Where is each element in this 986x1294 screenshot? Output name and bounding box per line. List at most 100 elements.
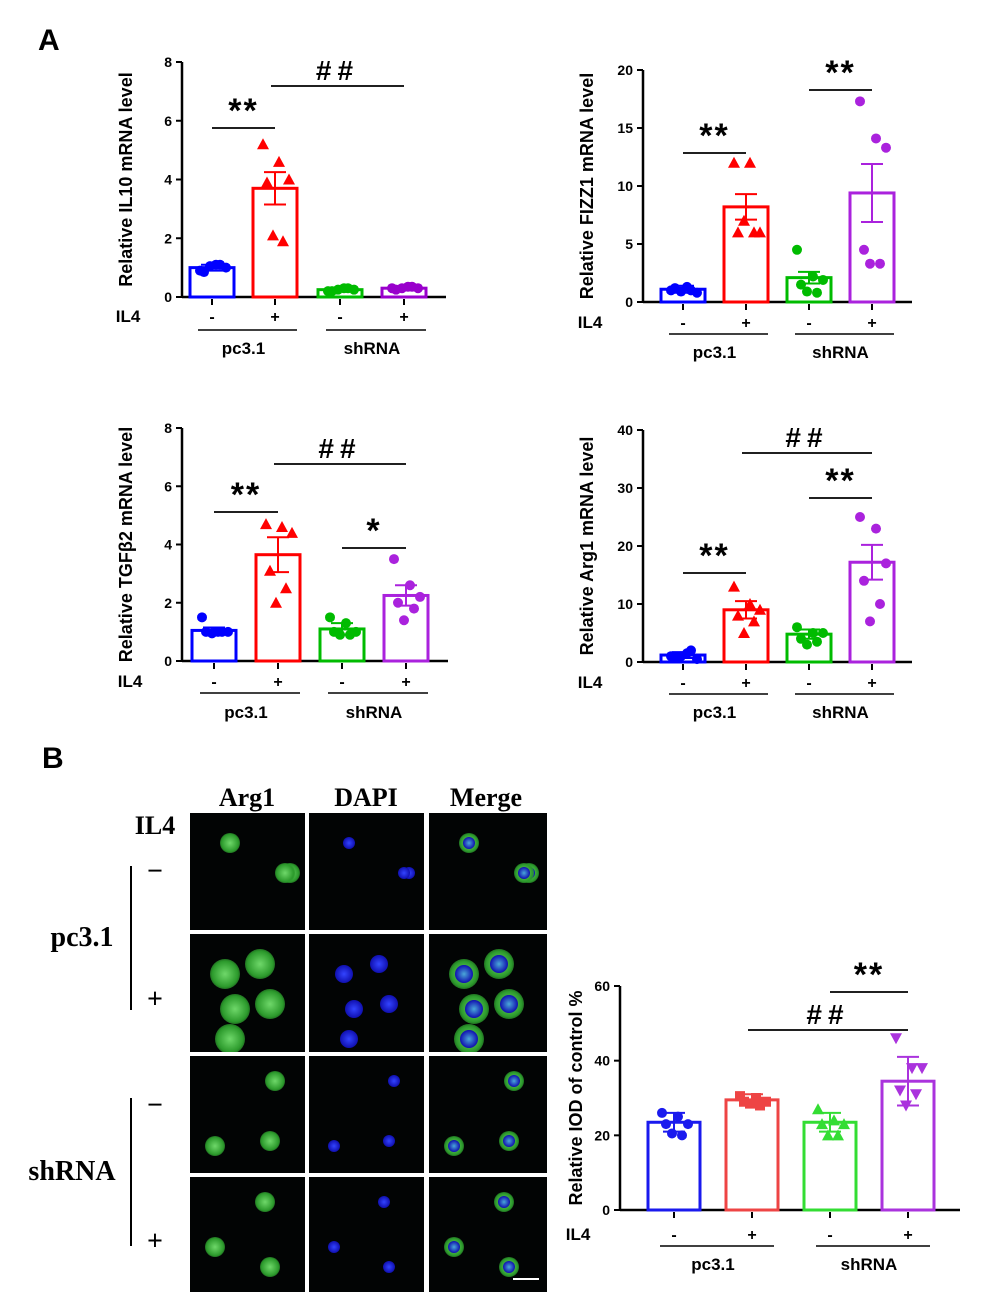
group-label-shrna: shRNA bbox=[28, 1156, 116, 1187]
significance-label: ** bbox=[228, 92, 258, 130]
y-tick-label: 20 bbox=[594, 1127, 610, 1143]
data-point bbox=[792, 244, 802, 255]
column-label-arg1: Arg1 bbox=[219, 783, 275, 812]
data-point bbox=[260, 518, 272, 530]
y-tick-label: 0 bbox=[625, 294, 633, 310]
data-point bbox=[859, 575, 869, 586]
data-point bbox=[735, 1091, 745, 1102]
il4-row-label: IL4 bbox=[566, 1225, 591, 1244]
il4-row-label: IL4 bbox=[116, 307, 141, 326]
significance-label: ## bbox=[316, 55, 359, 86]
error-bar bbox=[203, 626, 225, 635]
scale-bar bbox=[513, 1278, 539, 1280]
data-point bbox=[280, 582, 292, 594]
micrograph-merge-row1 bbox=[429, 813, 547, 930]
data-point bbox=[818, 274, 828, 285]
data-point bbox=[261, 176, 273, 188]
il4-sign: + bbox=[747, 1227, 756, 1244]
group-label: shRNA bbox=[346, 703, 403, 722]
significance-label: ** bbox=[231, 476, 261, 514]
il4-sign: + bbox=[741, 315, 750, 332]
chart-tgfb2: 0 2 4 6 8 Relative TGFβ2 mRNA level - + - + IL4 pc3… bbox=[116, 420, 448, 722]
data-point bbox=[661, 1119, 671, 1130]
error-bar bbox=[395, 584, 417, 607]
panel-label-a: A bbox=[38, 24, 60, 57]
error-bar bbox=[798, 628, 820, 640]
data-point bbox=[676, 286, 686, 297]
y-tick-label: 8 bbox=[164, 54, 172, 70]
data-point bbox=[217, 626, 227, 637]
il4-sign: - bbox=[339, 674, 344, 691]
data-point bbox=[415, 591, 425, 602]
y-tick-label: 0 bbox=[164, 653, 172, 669]
significance-label: ## bbox=[785, 422, 828, 453]
error-bar bbox=[663, 1111, 685, 1133]
data-point bbox=[673, 1111, 683, 1122]
error-bar bbox=[861, 162, 883, 223]
significance-label: ## bbox=[806, 999, 849, 1030]
data-point bbox=[683, 1119, 693, 1130]
data-point bbox=[273, 155, 285, 167]
data-point bbox=[728, 156, 740, 168]
chart-il10: 0 2 4 6 8 Relative IL10 mRNA level - + - + IL4 pc3.… bbox=[116, 54, 446, 358]
data-point bbox=[875, 599, 885, 609]
bar-1 bbox=[724, 1098, 780, 1212]
significance-label: ** bbox=[825, 54, 855, 92]
data-point bbox=[796, 279, 806, 290]
il4-sign: - bbox=[806, 315, 811, 332]
data-point bbox=[286, 526, 298, 538]
il4-sign: + bbox=[270, 309, 279, 326]
y-axis-label: Relative FIZZ1 mRNA level bbox=[577, 73, 597, 299]
data-point bbox=[812, 1103, 824, 1115]
il4-sign: - bbox=[211, 674, 216, 691]
row-sign-2: + bbox=[147, 984, 163, 1015]
error-bar bbox=[264, 171, 286, 206]
data-point bbox=[397, 283, 407, 294]
chart-iod: 0 20 40 60 Relative IOD of control % - + - + IL4 p… bbox=[566, 956, 960, 1274]
data-point bbox=[754, 603, 766, 615]
significance-label: ** bbox=[854, 956, 884, 994]
data-point bbox=[822, 1129, 834, 1141]
data-point bbox=[257, 138, 269, 150]
y-tick-label: 15 bbox=[617, 120, 633, 136]
error-bar bbox=[267, 536, 289, 574]
il4-row-label: IL4 bbox=[578, 313, 603, 332]
data-point bbox=[808, 271, 818, 282]
y-tick-label: 0 bbox=[602, 1202, 610, 1218]
il4-sign: + bbox=[741, 675, 750, 692]
micrograph-dapi-row1 bbox=[309, 813, 424, 930]
data-point bbox=[802, 286, 812, 297]
y-tick-label: 10 bbox=[617, 596, 633, 612]
chart-fizz1: 0 5 10 15 20 Relative FIZZ1 mRNA level - + - + IL4… bbox=[577, 54, 912, 362]
column-label-merge: Merge bbox=[450, 783, 522, 812]
data-point bbox=[283, 173, 295, 185]
significance-label: ** bbox=[699, 537, 729, 575]
error-bar bbox=[201, 263, 223, 272]
error-bar bbox=[672, 284, 694, 294]
column-label-dapi: DAPI bbox=[334, 783, 398, 812]
micrograph-dapi-row3 bbox=[309, 1056, 424, 1173]
data-point bbox=[692, 654, 702, 665]
y-tick-label: 60 bbox=[594, 978, 610, 994]
data-point bbox=[910, 1089, 922, 1101]
data-point bbox=[871, 133, 881, 144]
data-point bbox=[686, 285, 696, 296]
error-bar bbox=[861, 543, 883, 581]
il4-sign: + bbox=[273, 674, 282, 691]
data-point bbox=[855, 96, 865, 107]
data-point bbox=[855, 512, 865, 522]
il4-row-label: IL4 bbox=[118, 672, 143, 691]
data-point bbox=[270, 596, 282, 608]
data-point bbox=[197, 612, 207, 623]
data-point bbox=[890, 1033, 902, 1045]
data-point bbox=[732, 226, 744, 238]
group-label: pc3.1 bbox=[693, 343, 736, 362]
y-tick-label: 40 bbox=[617, 422, 633, 438]
micrograph-merge-row2 bbox=[429, 934, 547, 1052]
il4-sign: + bbox=[401, 674, 410, 691]
il4-sign: + bbox=[903, 1227, 912, 1244]
y-tick-label: 30 bbox=[617, 480, 633, 496]
il4-sign: - bbox=[671, 1227, 676, 1244]
data-point bbox=[761, 1096, 771, 1107]
y-axis-label: Relative TGFβ2 mRNA level bbox=[116, 427, 136, 662]
